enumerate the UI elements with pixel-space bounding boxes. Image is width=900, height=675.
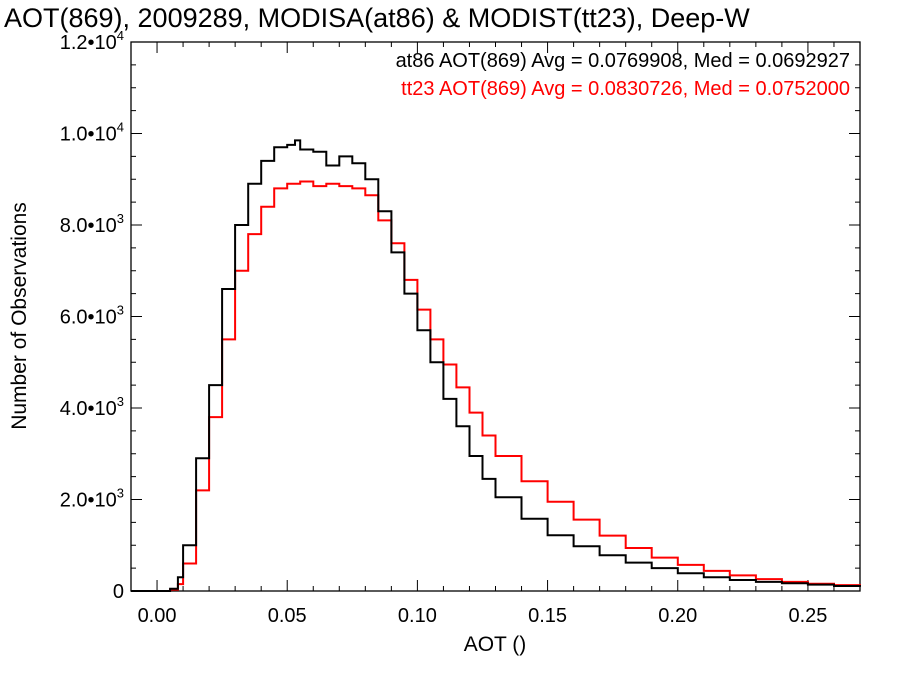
x-tick-label: 0.10: [398, 605, 437, 627]
x-tick-labels: 0.00 0.05 0.10 0.15 0.20 0.25: [138, 605, 828, 627]
y-tick-label: 6.0•103: [60, 303, 124, 329]
series-red-tt23: [131, 180, 861, 592]
legend-entry-black: at86 AOT(869) Avg = 0.0769908, Med = 0.0…: [396, 50, 850, 72]
legend-entry-red: tt23 AOT(869) Avg = 0.0830726, Med = 0.0…: [401, 78, 850, 100]
y-tick-label: 0: [113, 581, 124, 603]
y-tick-label: 1.2•104: [60, 28, 124, 54]
y-tick-labels: 0 2.0•103 4.0•103 6.0•103 8.0•103 1.0•104 1.2•…: [60, 28, 124, 603]
x-tick-label: 0.00: [138, 605, 177, 627]
plot-frame: [130, 41, 861, 592]
y-tick-label: 2.0•103: [60, 486, 124, 512]
axis-ticks: [130, 41, 861, 592]
y-tick-label: 8.0•103: [60, 211, 124, 237]
x-tick-label: 0.05: [268, 605, 307, 627]
y-tick-label: 4.0•103: [60, 394, 124, 420]
x-tick-label: 0.25: [788, 605, 827, 627]
chart-title: AOT(869), 2009289, MODISA(at86) & MODIST…: [4, 3, 750, 33]
x-axis-label: AOT (): [464, 633, 527, 656]
series-layer: [130, 139, 861, 592]
y-tick-label: 1.0•104: [60, 120, 124, 146]
y-axis-label: Number of Observations: [8, 202, 31, 430]
x-tick-label: 0.20: [658, 605, 697, 627]
series-black-at86: [131, 139, 861, 592]
x-tick-label: 0.15: [528, 605, 567, 627]
